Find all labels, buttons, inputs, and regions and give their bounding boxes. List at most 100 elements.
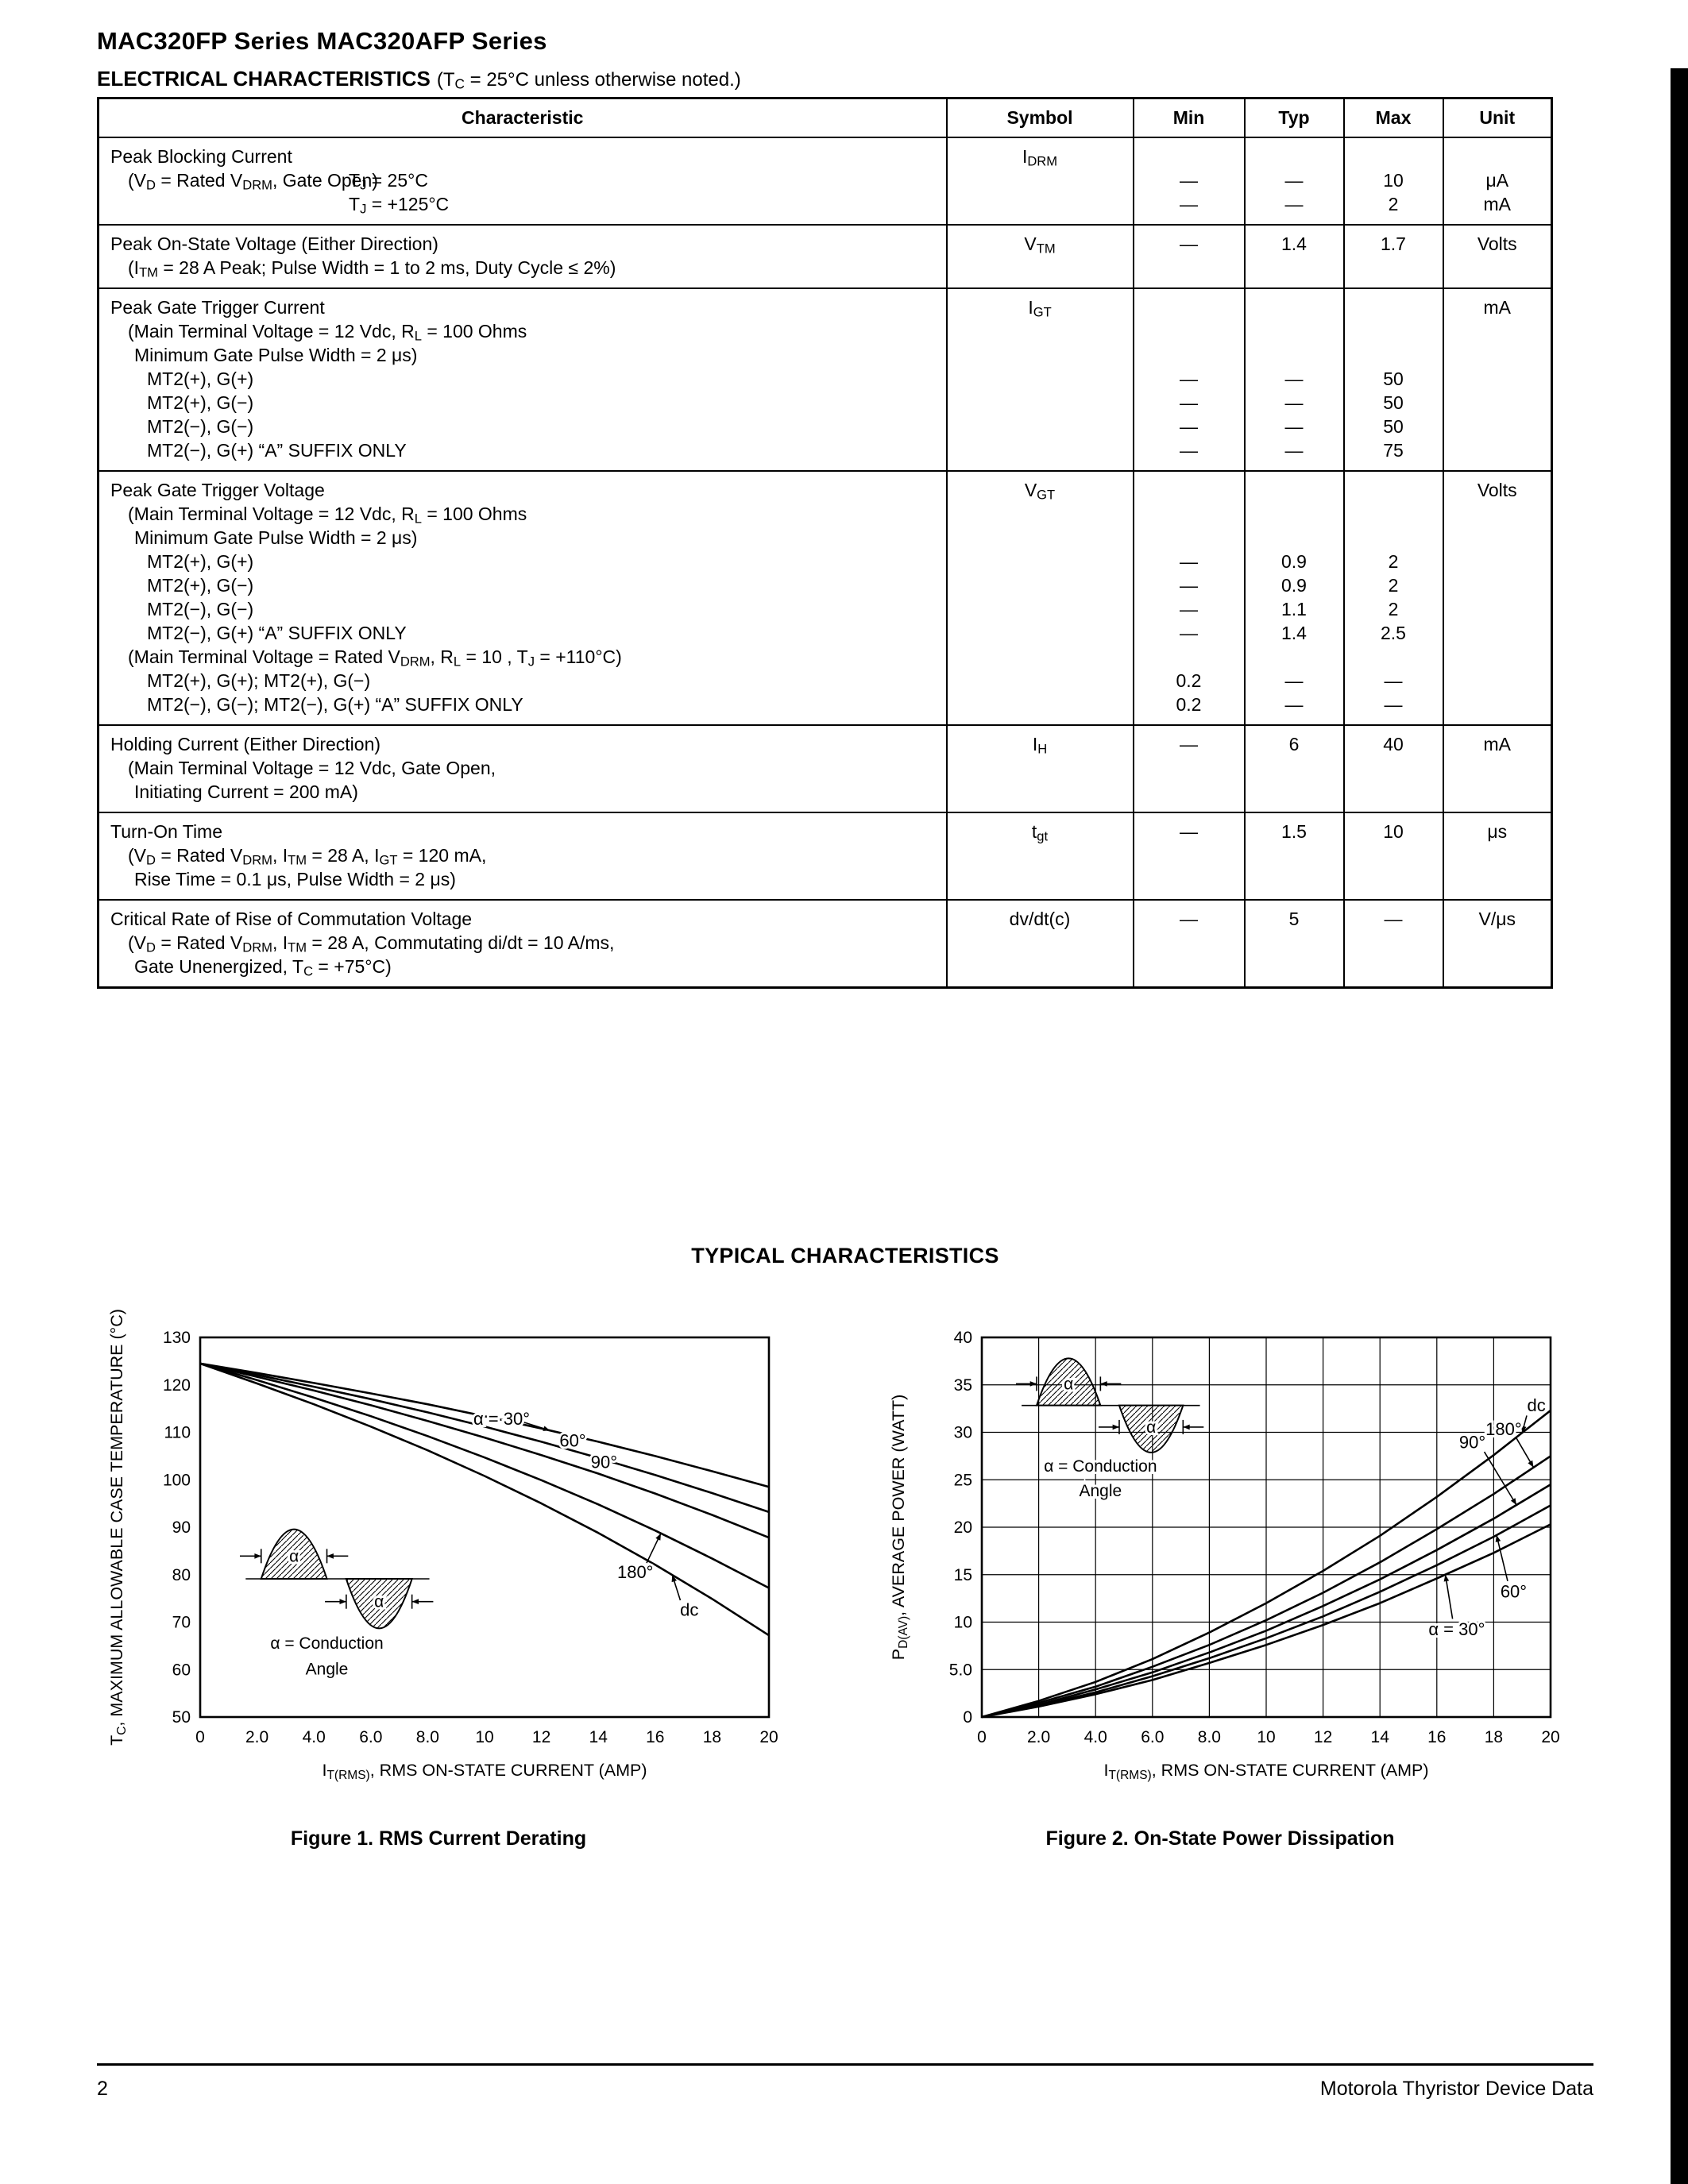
table-line-tab: TJ = 25°C [349, 170, 428, 193]
table-line: Peak On-State Voltage (Either Direction) [110, 233, 438, 254]
table-line: — [1180, 821, 1198, 842]
svg-text:α: α [1064, 1375, 1073, 1393]
table-line: 1.1 [1281, 599, 1307, 619]
svg-text:18: 18 [1485, 1728, 1503, 1746]
figure-2-caption: Figure 2. On-State Power Dissipation [1045, 1827, 1395, 1850]
table-line: 2 [1388, 575, 1399, 596]
svg-text:6.0: 6.0 [1141, 1728, 1164, 1746]
svg-text:120: 120 [163, 1376, 191, 1395]
table-line [1350, 645, 1438, 669]
curve-dc [199, 1362, 770, 1637]
min-cell: — — [1132, 137, 1246, 226]
min-cell: — [1132, 812, 1246, 901]
table-line: 2.5 [1381, 623, 1406, 643]
conduction-angle-inset: α α α = Conduction Angle [1016, 1357, 1204, 1503]
table-line: 2 [1388, 551, 1399, 572]
table-line: — [1180, 369, 1198, 389]
table-line: — [1284, 416, 1304, 437]
table-line [1139, 145, 1239, 168]
svg-text:6.0: 6.0 [359, 1728, 382, 1746]
table-line [1350, 478, 1438, 502]
svg-text:α: α [289, 1547, 299, 1565]
rms-current-derating-chart: 0 2.0 4.0 6.0 8.0 10 12 14 16 18 20 50 60 70 80 90 100 11… [107, 1309, 778, 1782]
table-line [1139, 295, 1239, 319]
table-line: — [1284, 694, 1304, 715]
table-row: Critical Rate of Rise of Commutation Vol… [97, 899, 1553, 989]
min-cell: — [1132, 899, 1246, 989]
svg-text:10: 10 [1257, 1728, 1275, 1746]
electrical-characteristics-table: Characteristic Symbol Min Typ Max Unit P… [97, 97, 1553, 989]
table-line: 2 [1388, 599, 1399, 619]
unit-cell: μs [1442, 812, 1553, 901]
table-line: mA [1483, 734, 1512, 754]
svg-text:4.0: 4.0 [303, 1728, 326, 1746]
typ-cell: — — [1243, 137, 1345, 226]
svg-text:0: 0 [963, 1708, 972, 1727]
curve-60° [981, 1504, 1551, 1719]
on-state-power-dissipation-chart: 0 2.0 4.0 6.0 8.0 10 12 14 16 18 20 0 5.0 10 15 20 25 30 3… [889, 1329, 1560, 1782]
table-line: — [1180, 392, 1198, 413]
svg-text:90°: 90° [591, 1453, 617, 1472]
svg-text:20: 20 [759, 1728, 778, 1746]
table-line: — [1180, 623, 1198, 643]
unit-cell: Volts [1442, 470, 1553, 726]
curve-dc [981, 1409, 1551, 1719]
plot-frame [980, 1336, 1552, 1719]
table-line: Rise Time = 0.1 μs, Pulse Width = 2 μs) [134, 869, 456, 889]
svg-text:α = 30°: α = 30° [1428, 1619, 1485, 1639]
table-line: 2 [1388, 194, 1399, 214]
curves [981, 1409, 1551, 1719]
characteristic-cell: Turn-On Time (VD = Rated VDRM, ITM = 28 A… [97, 812, 948, 901]
svg-text:0: 0 [977, 1728, 987, 1746]
svg-text:70: 70 [172, 1614, 191, 1632]
table-line: — [1384, 670, 1403, 691]
table-line [1350, 526, 1438, 550]
unit-cell: mA [1442, 724, 1553, 813]
table-line: — [1284, 369, 1304, 389]
table-line [1139, 526, 1239, 550]
svg-text:90°: 90° [1459, 1433, 1485, 1453]
page-title: MAC320FP Series MAC320AFP Series [97, 27, 547, 55]
table-line: Peak Blocking Current [110, 146, 292, 167]
symbol-cell: dv/dt(c) [945, 899, 1134, 989]
unit-cell: Volts [1442, 224, 1553, 289]
table-line: — [1284, 670, 1304, 691]
svg-text:18: 18 [703, 1728, 721, 1746]
svg-text:IT(RMS), RMS ON-STATE CURRENT: IT(RMS), RMS ON-STATE CURRENT (AMP) [322, 1761, 647, 1782]
table-line: — [1284, 440, 1304, 461]
table-line: 50 [1383, 416, 1404, 437]
table-row: Peak Blocking Current (VD = Rated VDRM, G… [97, 137, 1553, 226]
characteristic-cell: Holding Current (Either Direction) (Main … [97, 724, 948, 813]
svg-text:IT(RMS), RMS ON-STATE CURRENT: IT(RMS), RMS ON-STATE CURRENT (AMP) [1103, 1761, 1428, 1782]
table-line: MT2(+), G(+) [147, 551, 254, 572]
table-line [1139, 343, 1239, 367]
table-line: — [1180, 194, 1198, 214]
svg-text:dc: dc [680, 1600, 698, 1620]
table-line: mA [1483, 194, 1512, 214]
table-line [1250, 319, 1338, 343]
table-line [1250, 526, 1338, 550]
table-line [1449, 145, 1547, 168]
table-line: MT2(+), G(+); MT2(+), G(−) [147, 670, 371, 691]
svg-text:16: 16 [646, 1728, 664, 1746]
svg-text:5.0: 5.0 [949, 1661, 972, 1679]
svg-text:100: 100 [163, 1471, 191, 1489]
axis-titles: IT(RMS), RMS ON-STATE CURRENT (AMP) PD(AV… [889, 1395, 1429, 1782]
symbol-cell: tgt [945, 812, 1134, 901]
table-line: Holding Current (Either Direction) [110, 734, 381, 754]
table-line: 5 [1288, 909, 1300, 929]
table-line: MT2(+), G(+) [147, 369, 254, 389]
min-cell: — — — — 0.2 0.2 [1132, 470, 1246, 726]
table-line [1350, 343, 1438, 367]
conduction-angle-inset: α α α = Conduction Angle [239, 1528, 434, 1680]
symbol-cell: VGT [945, 470, 1134, 726]
table-line: Volts [1477, 233, 1517, 254]
table-line: — [1180, 599, 1198, 619]
svg-text:α = Conduction: α = Conduction [270, 1634, 383, 1653]
col-header-min: Min [1132, 97, 1246, 138]
curve-α = 30° [981, 1523, 1551, 1719]
table-line: — [1284, 392, 1304, 413]
characteristic-cell: Peak On-State Voltage (Either Direction)… [97, 224, 948, 289]
scan-edge-artifact [1671, 68, 1688, 2184]
unit-cell: V/μs [1442, 899, 1553, 989]
